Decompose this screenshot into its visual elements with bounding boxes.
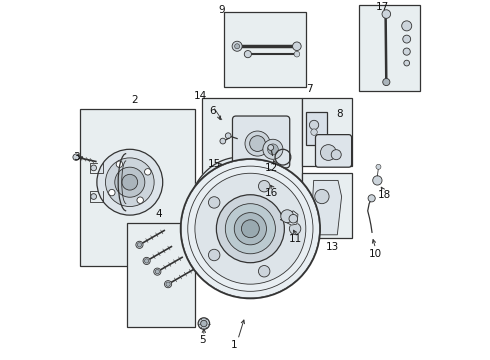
Text: 1: 1	[231, 340, 238, 350]
Circle shape	[145, 168, 151, 175]
Circle shape	[382, 10, 391, 18]
Circle shape	[402, 21, 412, 31]
Circle shape	[181, 159, 320, 298]
Circle shape	[115, 167, 145, 197]
Circle shape	[208, 249, 220, 261]
Text: 6: 6	[210, 105, 216, 116]
Circle shape	[320, 145, 336, 161]
Circle shape	[376, 164, 381, 169]
Circle shape	[208, 197, 220, 208]
Circle shape	[235, 44, 240, 49]
Polygon shape	[281, 211, 298, 225]
Circle shape	[293, 42, 301, 50]
Circle shape	[311, 129, 317, 135]
Circle shape	[97, 149, 163, 215]
FancyBboxPatch shape	[316, 135, 352, 167]
Text: 8: 8	[337, 109, 343, 119]
Text: 14: 14	[194, 91, 207, 102]
Text: 2: 2	[131, 95, 137, 105]
Circle shape	[195, 173, 306, 284]
Text: 9: 9	[219, 5, 225, 15]
Circle shape	[166, 282, 170, 286]
FancyBboxPatch shape	[232, 116, 290, 168]
Circle shape	[368, 195, 375, 202]
Circle shape	[145, 259, 149, 263]
Circle shape	[73, 154, 79, 161]
Text: 5: 5	[199, 335, 205, 345]
Circle shape	[220, 138, 226, 144]
Text: 4: 4	[156, 210, 163, 219]
Circle shape	[154, 268, 161, 275]
Text: 11: 11	[289, 234, 302, 244]
Text: 16: 16	[265, 188, 278, 198]
Text: 7: 7	[306, 84, 313, 94]
Circle shape	[404, 60, 410, 66]
Bar	[302, 173, 352, 238]
Bar	[223, 12, 306, 87]
Circle shape	[198, 318, 210, 329]
Circle shape	[91, 165, 97, 171]
Polygon shape	[309, 180, 342, 235]
Circle shape	[403, 48, 410, 55]
Circle shape	[249, 136, 266, 152]
Text: 17: 17	[376, 2, 390, 12]
Circle shape	[109, 189, 115, 196]
Text: 13: 13	[326, 242, 339, 252]
Circle shape	[165, 280, 172, 288]
Circle shape	[373, 176, 382, 185]
Circle shape	[225, 133, 231, 139]
Circle shape	[232, 41, 242, 51]
Circle shape	[245, 131, 270, 156]
Circle shape	[403, 35, 411, 43]
Polygon shape	[188, 157, 273, 275]
Circle shape	[245, 50, 251, 58]
Circle shape	[234, 213, 267, 245]
Circle shape	[137, 243, 142, 247]
Circle shape	[315, 189, 329, 204]
Bar	[302, 98, 352, 166]
Circle shape	[217, 195, 284, 263]
Bar	[202, 98, 302, 191]
Circle shape	[258, 180, 270, 192]
Text: 10: 10	[369, 249, 382, 259]
Text: 3: 3	[73, 152, 79, 162]
Circle shape	[383, 78, 390, 86]
Circle shape	[225, 204, 275, 254]
Bar	[306, 112, 327, 145]
Circle shape	[263, 139, 283, 159]
Circle shape	[116, 161, 122, 167]
Circle shape	[136, 241, 143, 248]
Circle shape	[281, 210, 294, 222]
Bar	[80, 109, 195, 266]
Circle shape	[294, 51, 300, 57]
Circle shape	[105, 158, 154, 207]
Circle shape	[268, 145, 273, 150]
Text: 18: 18	[378, 190, 391, 200]
Circle shape	[155, 270, 159, 274]
Circle shape	[331, 150, 341, 160]
Circle shape	[143, 257, 150, 265]
Bar	[360, 5, 420, 91]
Text: 15: 15	[208, 159, 221, 169]
Circle shape	[309, 120, 318, 130]
Text: 12: 12	[265, 163, 278, 173]
Circle shape	[122, 174, 138, 190]
Circle shape	[242, 220, 259, 238]
Circle shape	[137, 197, 144, 203]
Circle shape	[289, 215, 297, 223]
Circle shape	[91, 194, 97, 199]
Circle shape	[268, 144, 278, 155]
Circle shape	[290, 223, 301, 234]
Circle shape	[200, 320, 207, 327]
Circle shape	[258, 266, 270, 277]
Bar	[127, 223, 195, 327]
